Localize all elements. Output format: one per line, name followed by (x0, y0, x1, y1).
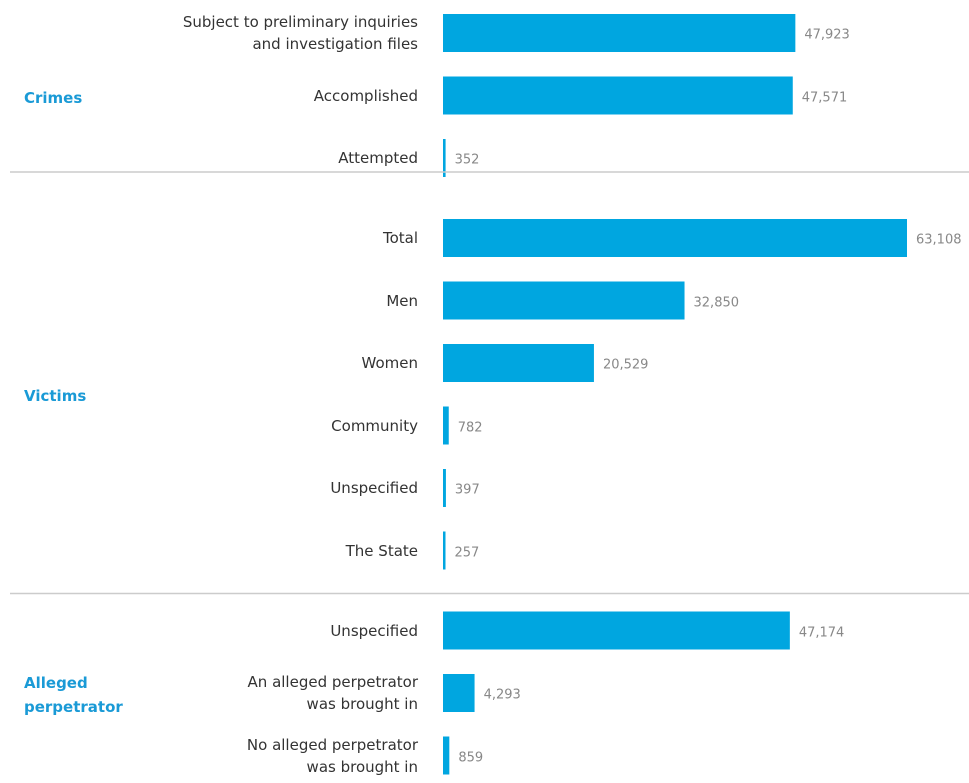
group-label: Alleged perpetrator (24, 674, 123, 716)
bar (443, 139, 446, 177)
category-label: Community (331, 416, 418, 435)
group-label: Victims (24, 387, 87, 406)
bar (443, 674, 475, 712)
bar (443, 344, 594, 382)
value-label: 47,174 (798, 625, 845, 640)
category-label: The State (345, 541, 418, 560)
category-label: Men (386, 291, 418, 310)
category-label: Women (361, 354, 418, 372)
value-label: 352 (454, 152, 480, 168)
category-label: Accomplished (313, 86, 418, 105)
category-label: Unspecified (330, 621, 418, 640)
group-label: Crimes (24, 88, 83, 107)
value-label: 32,850 (693, 295, 740, 310)
category-label: An alleged perpetrator was brought in (247, 673, 418, 713)
category-label: Total (382, 229, 418, 247)
value-label: 859 (458, 750, 484, 765)
value-label: 63,108 (916, 232, 962, 248)
value-label: 4,293 (483, 687, 521, 703)
category-label: Attempted (338, 149, 418, 167)
value-label: 20,529 (602, 357, 649, 373)
value-label: 47,571 (801, 90, 848, 105)
bar (443, 469, 446, 507)
value-label: 782 (457, 420, 483, 435)
bar (443, 281, 685, 320)
category-label: Unspecified (330, 479, 418, 497)
bar (443, 736, 450, 775)
bar (443, 611, 790, 650)
category-label: No alleged perpetrator was brought in (246, 735, 418, 776)
category-label: Subject to preliminary inquiries and inv… (182, 13, 418, 53)
value-label: 257 (454, 545, 480, 560)
bar (443, 219, 907, 257)
value-label: 397 (454, 482, 480, 498)
bar (443, 531, 446, 570)
bar (443, 406, 449, 445)
bar (443, 14, 796, 52)
bar (443, 76, 793, 115)
value-label: 47,923 (804, 27, 850, 43)
